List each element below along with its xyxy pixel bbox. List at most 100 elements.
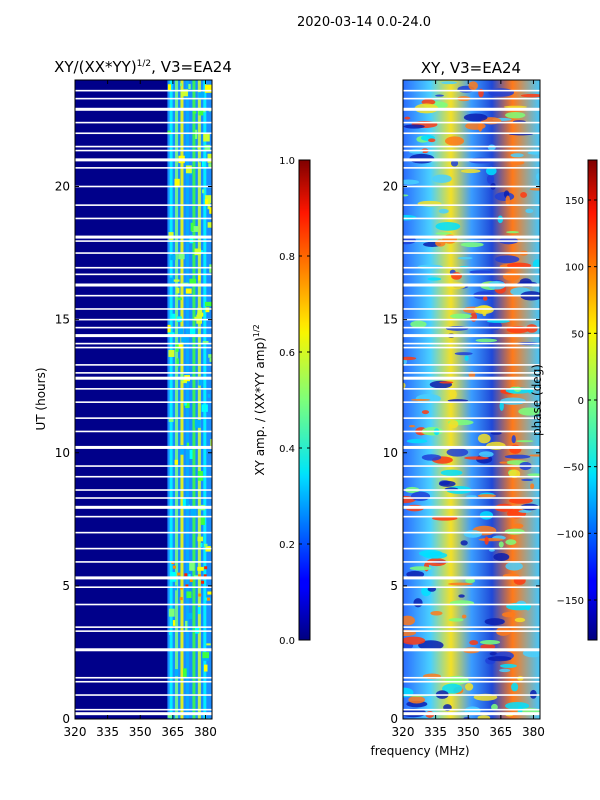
phase-pattern-blob xyxy=(514,617,526,623)
phase-pattern-blob xyxy=(403,382,406,389)
phase-pattern-blob xyxy=(469,270,492,274)
phase-pattern-blob xyxy=(403,124,425,129)
phase-pattern-blob xyxy=(460,540,468,546)
amplitude-hot-pixel xyxy=(184,573,188,577)
amplitude-pixel-cluster xyxy=(197,307,203,317)
amplitude-channel-stripe xyxy=(175,80,179,719)
amplitude-flagged-row xyxy=(75,648,212,652)
phase-pattern-blob xyxy=(480,643,496,650)
phase-pattern-blob xyxy=(478,451,494,458)
amplitude-pixel-cluster xyxy=(189,562,195,571)
phase-pattern-blob xyxy=(461,614,467,619)
phase-pattern-blob xyxy=(477,494,497,498)
phase-colorbar-tick-label: 50 xyxy=(571,329,584,340)
phase-pattern-blob xyxy=(460,168,481,174)
phase-flagged-row xyxy=(403,217,540,220)
amplitude-pixel-cluster xyxy=(202,340,209,345)
amplitude-pixel-cluster xyxy=(178,254,185,260)
phase-flagged-row xyxy=(403,465,540,467)
phase-pattern-blob xyxy=(501,612,516,618)
phase-pattern-blob xyxy=(510,160,525,165)
phase-pattern-blob xyxy=(409,425,416,428)
amplitude-y-tick-label: 15 xyxy=(55,313,70,327)
phase-pattern-blob xyxy=(490,431,502,435)
phase-pattern-blob xyxy=(536,173,540,181)
phase-pattern-blob xyxy=(487,319,510,323)
phase-pattern-blob xyxy=(464,355,469,361)
phase-flagged-row xyxy=(403,167,540,169)
phase-pattern-blob xyxy=(435,94,444,97)
amplitude-y-ticks: 0 5 10 15 20 xyxy=(55,180,212,726)
phase-pattern-blob xyxy=(525,605,531,611)
amplitude-flagged-row xyxy=(75,676,212,679)
phase-pattern-blob xyxy=(438,208,449,214)
amplitude-flagged-row xyxy=(75,388,212,390)
phase-pattern-blob xyxy=(484,536,489,545)
phase-y-tick-label: 5 xyxy=(390,579,398,593)
phase-pattern-blob xyxy=(521,478,534,482)
phase-pattern-blob xyxy=(406,438,428,444)
phase-x-tick-label: 365 xyxy=(489,725,512,739)
amplitude-pixel-cluster xyxy=(185,165,192,174)
phase-pattern-blob xyxy=(479,511,494,520)
amplitude-pixel-cluster xyxy=(180,83,183,87)
amplitude-pixel-cluster xyxy=(204,144,211,152)
amplitude-flagged-row xyxy=(75,376,212,380)
amplitude-pixel-cluster xyxy=(204,301,212,307)
phase-pattern-blob xyxy=(451,272,462,280)
phase-flagged-row xyxy=(403,475,540,478)
phase-pattern-blob xyxy=(444,136,465,146)
phase-pattern-blob xyxy=(499,401,504,411)
phase-pattern-blob xyxy=(409,566,432,571)
amplitude-flagged-row xyxy=(75,252,212,254)
phase-pattern-blob xyxy=(532,259,540,270)
amplitude-flagged-row xyxy=(75,107,212,111)
amplitude-pixel-cluster xyxy=(202,652,210,659)
amplitude-pixel-cluster xyxy=(185,152,190,158)
amplitude-pixel-cluster xyxy=(167,715,172,718)
phase-colorbar-tick-label: 100 xyxy=(565,263,584,274)
phase-pattern-blob xyxy=(500,663,517,668)
phase-flagged-row xyxy=(403,273,540,276)
amplitude-pixel-cluster xyxy=(198,376,203,386)
amplitude-channel-stripe xyxy=(192,80,196,719)
amplitude-pixel-cluster xyxy=(198,92,205,100)
phase-flagged-row xyxy=(403,89,540,92)
amplitude-pixel-cluster xyxy=(185,288,192,294)
phase-pattern-blob xyxy=(406,570,425,578)
phase-pattern-blob xyxy=(432,174,452,183)
phase-pattern-blob xyxy=(410,491,431,501)
phase-pattern-blob xyxy=(403,194,409,197)
phase-pattern-blob xyxy=(477,433,491,444)
amplitude-flagged-row xyxy=(75,561,212,563)
phase-flagged-rows xyxy=(403,89,540,716)
amplitude-pixel-cluster xyxy=(178,343,183,349)
amplitude-flagged-row xyxy=(75,204,212,206)
phase-y-tick-label: 20 xyxy=(383,180,398,194)
phase-pattern-blob xyxy=(449,389,457,399)
amplitude-hot-pixel xyxy=(185,584,189,588)
phase-pattern-blob xyxy=(410,320,427,328)
amplitude-pixel-cluster xyxy=(172,620,176,626)
amplitude-flagged-row xyxy=(75,708,212,711)
amplitude-flagged-row xyxy=(75,586,212,589)
amplitude-pixel-cluster xyxy=(188,574,191,577)
amplitude-flagged-row xyxy=(75,505,212,509)
phase-flagged-row xyxy=(403,430,540,433)
phase-flagged-row xyxy=(403,515,540,518)
phase-flagged-row xyxy=(403,97,540,100)
phase-pattern-blob xyxy=(504,528,525,535)
amplitude-flagged-row xyxy=(75,97,212,100)
amplitude-flagged-row xyxy=(75,167,212,169)
phase-colorbar-tick-label: −150 xyxy=(557,596,584,607)
amplitude-pixel-cluster xyxy=(168,418,174,422)
phase-pattern-blob xyxy=(464,683,474,691)
phase-pattern-blob xyxy=(500,397,526,405)
amplitude-hot-pixel xyxy=(179,586,183,590)
phase-pattern-blob xyxy=(463,113,488,122)
phase-pattern-blob xyxy=(505,195,511,205)
amplitude-colorbar-ticks: 0.0 0.2 0.4 0.6 0.8 1.0 xyxy=(279,156,310,647)
amplitude-pixel-cluster xyxy=(189,326,196,335)
amplitude-pixel-cluster xyxy=(186,591,192,599)
